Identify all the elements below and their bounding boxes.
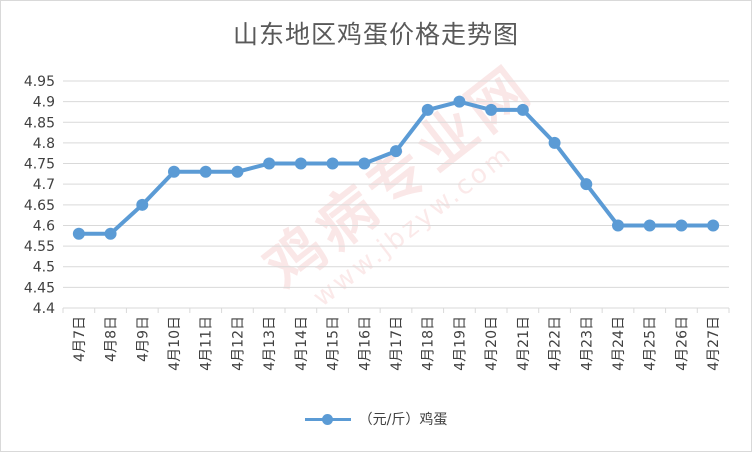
x-tick-label-8: 4月15日 xyxy=(326,316,342,371)
x-tick-label-16: 4月23日 xyxy=(579,316,595,371)
data-point-0-14 xyxy=(516,103,529,116)
data-point-0-18 xyxy=(643,219,656,232)
x-tick-label-11: 4月18日 xyxy=(421,316,437,371)
y-tick-label-7: 4.75 xyxy=(24,157,55,173)
x-tick-label-1: 4月8日 xyxy=(104,316,120,362)
data-point-0-19 xyxy=(675,219,688,232)
data-point-0-7 xyxy=(294,157,307,170)
legend-line-marker-icon xyxy=(304,412,351,426)
y-tick-label-2: 4.5 xyxy=(33,260,55,276)
x-tick-label-12: 4月19日 xyxy=(452,316,468,371)
x-tick-label-6: 4月13日 xyxy=(262,316,278,371)
x-tick-label-5: 4月12日 xyxy=(230,316,246,371)
y-tick-label-1: 4.45 xyxy=(24,280,55,296)
data-point-0-16 xyxy=(580,178,593,191)
y-tick-label-8: 4.8 xyxy=(33,136,55,152)
y-tick-label-10: 4.9 xyxy=(33,95,55,111)
x-tick-label-2: 4月9日 xyxy=(135,316,151,362)
data-point-0-9 xyxy=(358,157,371,170)
data-point-0-6 xyxy=(263,157,276,170)
chart-title: 山东地区鸡蛋价格走势图 xyxy=(232,20,519,49)
x-tick-label-3: 4月10日 xyxy=(167,316,183,371)
y-tick-label-3: 4.55 xyxy=(24,239,55,255)
data-point-0-10 xyxy=(390,145,402,158)
x-tick-label-4: 4月11日 xyxy=(199,316,215,371)
data-point-0-3 xyxy=(168,165,180,178)
legend-label: （元/斤）鸡蛋 xyxy=(358,412,448,428)
x-tick-label-10: 4月17日 xyxy=(389,316,405,371)
x-tick-label-7: 4月14日 xyxy=(294,316,310,371)
chart-legend: （元/斤）鸡蛋 xyxy=(1,409,751,429)
data-point-0-0 xyxy=(72,227,85,240)
x-tick-label-18: 4月25日 xyxy=(643,316,659,371)
data-point-0-11 xyxy=(421,103,434,116)
data-point-0-2 xyxy=(136,198,149,211)
data-point-0-15 xyxy=(548,136,561,149)
y-tick-label-0: 4.4 xyxy=(33,301,55,317)
x-tick-label-14: 4月21日 xyxy=(516,316,532,371)
x-tick-label-20: 4月27日 xyxy=(706,316,722,371)
x-tick-label-9: 4月16日 xyxy=(357,316,373,371)
y-tick-label-11: 4.95 xyxy=(24,74,55,90)
y-tick-label-6: 4.7 xyxy=(33,177,55,193)
data-point-0-5 xyxy=(231,165,244,178)
x-tick-label-15: 4月22日 xyxy=(548,316,564,371)
x-tick-label-17: 4月24日 xyxy=(611,316,627,371)
data-point-0-17 xyxy=(612,219,624,232)
data-point-0-12 xyxy=(453,95,466,108)
x-tick-label-19: 4月26日 xyxy=(674,316,690,371)
data-point-0-8 xyxy=(326,157,339,170)
data-point-0-1 xyxy=(104,227,117,240)
data-point-0-4 xyxy=(199,165,212,178)
x-tick-label-13: 4月20日 xyxy=(484,316,500,371)
y-tick-label-9: 4.85 xyxy=(24,115,55,131)
x-tick-label-0: 4月7日 xyxy=(72,316,88,362)
y-tick-label-4: 4.6 xyxy=(33,218,55,234)
data-point-0-20 xyxy=(707,219,720,232)
y-tick-label-5: 4.65 xyxy=(24,198,55,214)
data-point-0-13 xyxy=(485,103,498,116)
